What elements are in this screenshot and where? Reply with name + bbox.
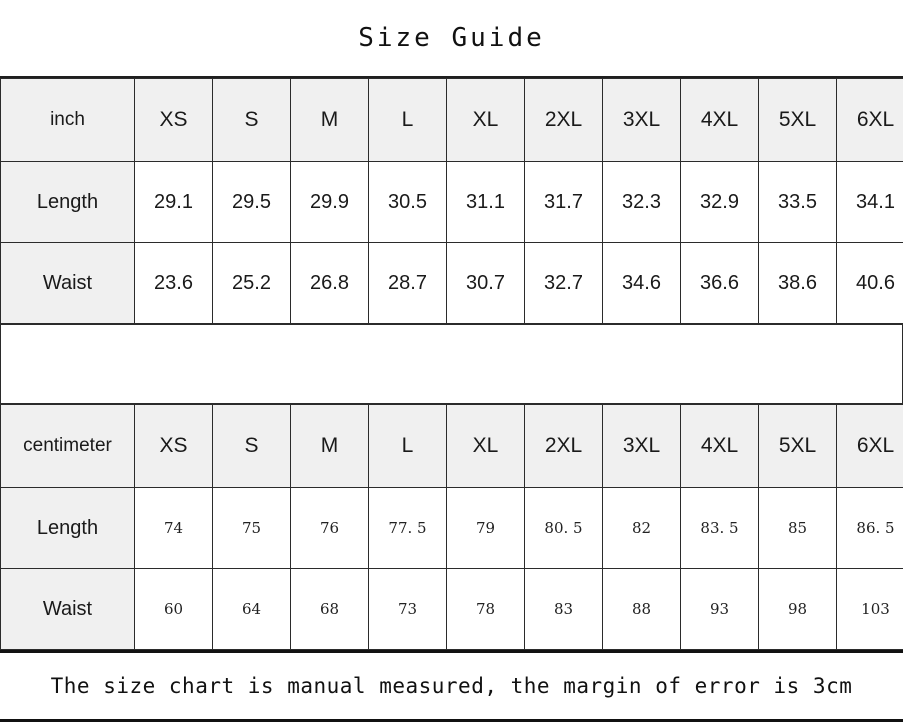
unit-label-cell: inch — [0, 78, 135, 162]
measurement-cell: 77. 5 — [368, 487, 447, 569]
table-row: Waist 23.6 25.2 26.8 28.7 30.7 32.7 34.6 36.6 38.… — [0, 242, 903, 324]
measurement-cell: 28.7 — [368, 242, 447, 324]
measurement-cell: 38.6 — [758, 242, 837, 324]
size-header-cell: 5XL — [758, 78, 837, 162]
measurement-cell: 86. 5 — [836, 487, 903, 569]
size-header-cell: XS — [134, 78, 213, 162]
size-header-cell: S — [212, 78, 291, 162]
size-header-cell: 4XL — [680, 404, 759, 488]
measurement-cell: 103 — [836, 568, 903, 650]
measurement-cell: 40.6 — [836, 242, 903, 324]
table-row: Length 74 75 76 77. 5 79 80. 5 82 83. 5 85 86. 5 — [0, 487, 903, 569]
page-title: Size Guide — [358, 23, 545, 53]
size-header-cell: L — [368, 78, 447, 162]
row-label-cell: Waist — [0, 242, 135, 324]
size-header-cell: S — [212, 404, 291, 488]
measurement-cell: 78 — [446, 568, 525, 650]
size-header-cell: 2XL — [524, 78, 603, 162]
measurement-cell: 85 — [758, 487, 837, 569]
measurement-cell: 88 — [602, 568, 681, 650]
size-header-cell: 3XL — [602, 404, 681, 488]
size-header-cell: M — [290, 404, 369, 488]
inch-size-table: inch XS S M L XL 2XL 3XL 4XL 5XL 6XL Length 29.1 29.5… — [0, 78, 903, 324]
measurement-disclaimer: The size chart is manual measured, the m… — [0, 650, 903, 722]
measurement-cell: 75 — [212, 487, 291, 569]
table-spacer-row — [0, 324, 903, 404]
measurement-cell: 73 — [368, 568, 447, 650]
size-header-cell: 4XL — [680, 78, 759, 162]
measurement-cell: 25.2 — [212, 242, 291, 324]
centimeter-size-table: centimeter XS S M L XL 2XL 3XL 4XL 5XL 6XL Length 74… — [0, 404, 903, 650]
measurement-cell: 26.8 — [290, 242, 369, 324]
measurement-cell: 74 — [134, 487, 213, 569]
measurement-cell: 64 — [212, 568, 291, 650]
measurement-cell: 29.9 — [290, 161, 369, 243]
measurement-cell: 83 — [524, 568, 603, 650]
unit-label-cell: centimeter — [0, 404, 135, 488]
table-header-row: centimeter XS S M L XL 2XL 3XL 4XL 5XL 6XL — [0, 404, 903, 488]
measurement-cell: 30.7 — [446, 242, 525, 324]
measurement-cell: 29.5 — [212, 161, 291, 243]
size-header-cell: 6XL — [836, 78, 903, 162]
measurement-cell: 83. 5 — [680, 487, 759, 569]
size-header-cell: 2XL — [524, 404, 603, 488]
size-header-cell: M — [290, 78, 369, 162]
size-header-cell: 6XL — [836, 404, 903, 488]
title-row: Size Guide — [0, 0, 903, 78]
row-label-cell: Length — [0, 487, 135, 569]
measurement-cell: 60 — [134, 568, 213, 650]
size-header-cell: XS — [134, 404, 213, 488]
measurement-cell: 31.1 — [446, 161, 525, 243]
measurement-cell: 32.9 — [680, 161, 759, 243]
measurement-cell: 82 — [602, 487, 681, 569]
measurement-cell: 34.1 — [836, 161, 903, 243]
table-row: Waist 60 64 68 73 78 83 88 93 98 103 — [0, 568, 903, 650]
size-header-cell: L — [368, 404, 447, 488]
centimeter-table-body: centimeter XS S M L XL 2XL 3XL 4XL 5XL 6XL Length 74… — [0, 404, 903, 650]
measurement-cell: 36.6 — [680, 242, 759, 324]
measurement-disclaimer-text: The size chart is manual measured, the m… — [50, 674, 853, 698]
measurement-cell: 30.5 — [368, 161, 447, 243]
measurement-cell: 32.3 — [602, 161, 681, 243]
size-header-cell: 3XL — [602, 78, 681, 162]
table-row: Length 29.1 29.5 29.9 30.5 31.1 31.7 32.3 32.9 33… — [0, 161, 903, 243]
measurement-cell: 32.7 — [524, 242, 603, 324]
measurement-cell: 76 — [290, 487, 369, 569]
measurement-cell: 29.1 — [134, 161, 213, 243]
measurement-cell: 33.5 — [758, 161, 837, 243]
size-header-cell: 5XL — [758, 404, 837, 488]
measurement-cell: 23.6 — [134, 242, 213, 324]
measurement-cell: 79 — [446, 487, 525, 569]
size-header-cell: XL — [446, 404, 525, 488]
measurement-cell: 93 — [680, 568, 759, 650]
measurement-cell: 98 — [758, 568, 837, 650]
measurement-cell: 31.7 — [524, 161, 603, 243]
inch-table-body: inch XS S M L XL 2XL 3XL 4XL 5XL 6XL Length 29.1 29.5… — [0, 78, 903, 324]
measurement-cell: 34.6 — [602, 242, 681, 324]
row-label-cell: Length — [0, 161, 135, 243]
measurement-cell: 80. 5 — [524, 487, 603, 569]
size-header-cell: XL — [446, 78, 525, 162]
table-header-row: inch XS S M L XL 2XL 3XL 4XL 5XL 6XL — [0, 78, 903, 162]
row-label-cell: Waist — [0, 568, 135, 650]
measurement-cell: 68 — [290, 568, 369, 650]
